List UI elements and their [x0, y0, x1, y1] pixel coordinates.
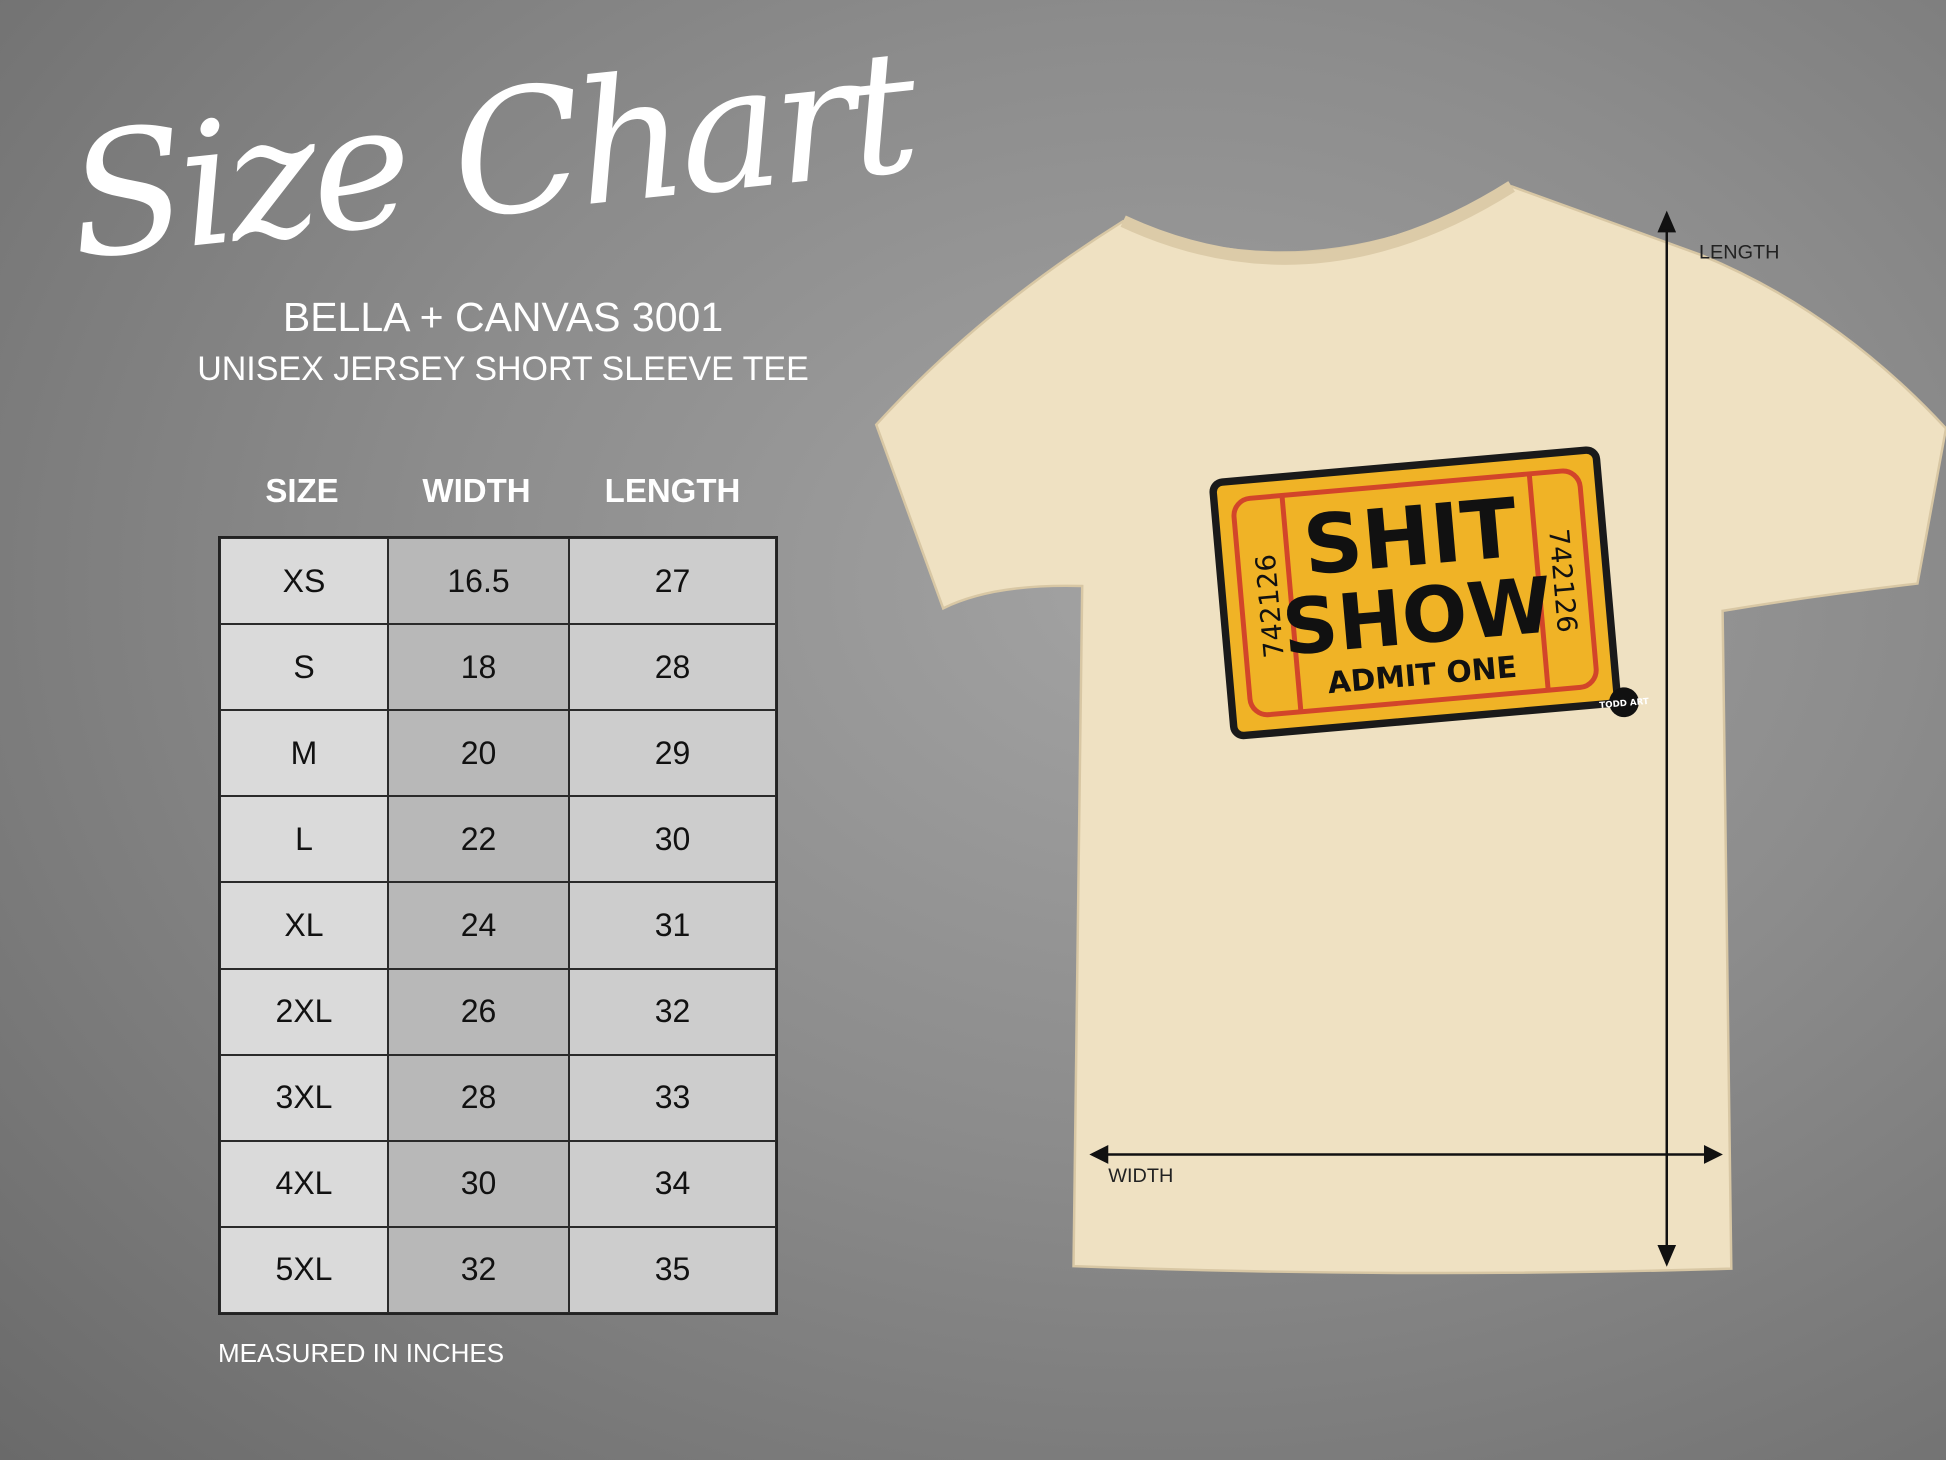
cell-width: 22	[388, 796, 569, 883]
ticket-shape	[1209, 446, 1621, 740]
arrowhead-right-icon	[1703, 1144, 1723, 1164]
header-width: WIDTH	[422, 472, 531, 509]
cell-length: 33	[569, 1054, 776, 1141]
cell-size: S	[220, 624, 388, 711]
measurement-note: MEASURED IN INCHES	[218, 1338, 505, 1368]
header-size: SIZE	[265, 472, 339, 509]
cell-width: 30	[388, 1140, 569, 1227]
cell-length: 28	[569, 624, 776, 711]
cell-length: 35	[569, 1226, 776, 1313]
ticket-divider	[1279, 495, 1304, 713]
cell-length: 31	[569, 882, 776, 969]
cell-size: 5XL	[220, 1226, 388, 1313]
size-table: XS 16.5 27 S 18 28 M 20 29 L 22 30 XL 24 31 2XL 26 32 3XL 2…	[218, 536, 778, 1315]
cell-width: 28	[388, 1054, 569, 1141]
cell-size: 3XL	[220, 1054, 388, 1141]
cell-size: L	[220, 796, 388, 883]
length-label: LENGTH	[1699, 241, 1780, 263]
ticket-border	[1231, 468, 1599, 718]
brand-model: BELLA + CANVAS 3001	[282, 294, 724, 340]
cell-length: 29	[569, 710, 776, 797]
cell-width: 24	[388, 882, 569, 969]
cell-width: 26	[388, 968, 569, 1055]
cell-length: 27	[569, 538, 776, 625]
product-name: UNISEX JERSEY SHORT SLEEVE TEE	[197, 350, 809, 388]
cell-width: 16.5	[388, 538, 569, 625]
logo-badge	[1609, 687, 1639, 718]
cell-width: 20	[388, 710, 569, 797]
header-length: LENGTH	[604, 472, 741, 509]
cell-size: XL	[220, 882, 388, 969]
print-line1: SHIT	[1300, 481, 1521, 594]
tshirt	[874, 185, 1946, 1275]
arrowhead-down-icon	[1657, 1245, 1677, 1267]
arrowhead-left-icon	[1089, 1144, 1109, 1164]
cell-width: 18	[388, 624, 569, 711]
cell-length: 34	[569, 1140, 776, 1227]
logo-text: TODD ART	[1599, 697, 1649, 711]
cell-size: 4XL	[220, 1140, 388, 1227]
arrowhead-up-icon	[1657, 210, 1677, 233]
cell-size: 2XL	[220, 968, 388, 1055]
cell-width: 32	[388, 1226, 569, 1313]
ticket-print: SHIT SHOW ADMIT ONE 742126 742126 TODD A…	[1209, 446, 1649, 740]
width-label: WIDTH	[1108, 1165, 1173, 1187]
cell-size: M	[220, 710, 388, 797]
cell-length: 30	[569, 796, 776, 883]
cell-length: 32	[569, 968, 776, 1055]
cell-size: XS	[220, 538, 388, 625]
collar	[1120, 181, 1515, 265]
ticket-divider	[1526, 473, 1551, 691]
